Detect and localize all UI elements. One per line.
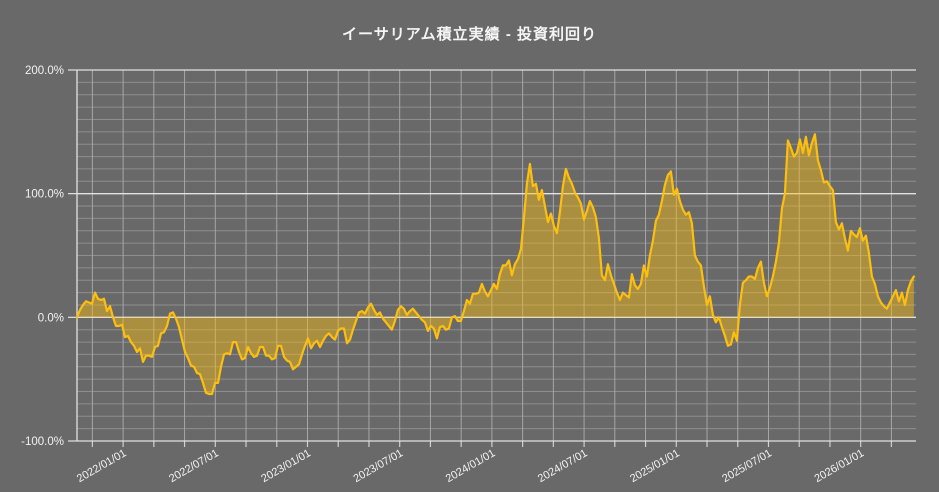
chart-title: イーサリアム積立実績 - 投資利回り [342,26,597,43]
grid-vertical [91,70,892,441]
y-tick-label: -100.0% [21,436,64,448]
x-axis-ticks [91,441,893,447]
y-tick-label: 0.0% [38,312,64,324]
grid-major-horizontal [68,69,916,442]
x-tick-label: 2024/07/01 [536,447,590,485]
series-area-fill [77,134,914,395]
x-tick-label: 2023/07/01 [352,447,406,485]
x-tick-labels: 2022/01/01 2022/07/01 2023/01/01 2023/07/01… [75,447,866,485]
x-tick-label: 2025/01/01 [628,447,682,485]
x-tick-label: 2025/07/01 [720,447,774,485]
y-tick-labels: 200.0% 100.0% 0.0% -100.0% [21,65,64,448]
y-tick-label: 100.0% [25,189,64,201]
series-line [75,133,915,396]
x-tick-label: 2024/01/01 [444,447,498,485]
x-tick-label: 2022/01/01 [75,447,129,485]
y-tick-label: 200.0% [25,65,64,77]
grid-minor-horizontal [77,81,916,430]
x-tick-label: 2026/01/01 [812,447,866,485]
x-tick-label: 2022/07/01 [167,447,221,485]
x-tick-label: 2023/01/01 [259,447,313,485]
